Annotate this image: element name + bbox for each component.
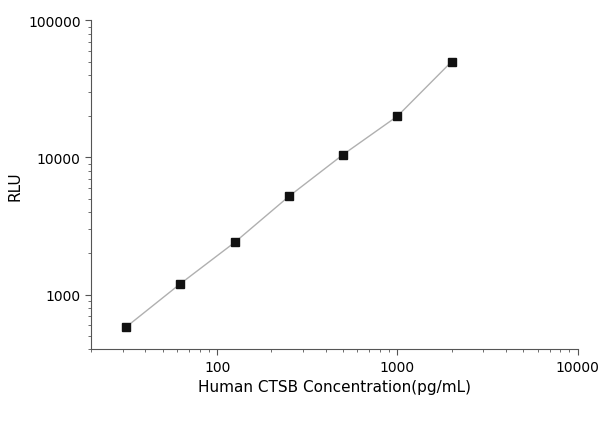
Y-axis label: RLU: RLU xyxy=(8,170,22,200)
X-axis label: Human CTSB Concentration(pg/mL): Human CTSB Concentration(pg/mL) xyxy=(198,379,471,394)
